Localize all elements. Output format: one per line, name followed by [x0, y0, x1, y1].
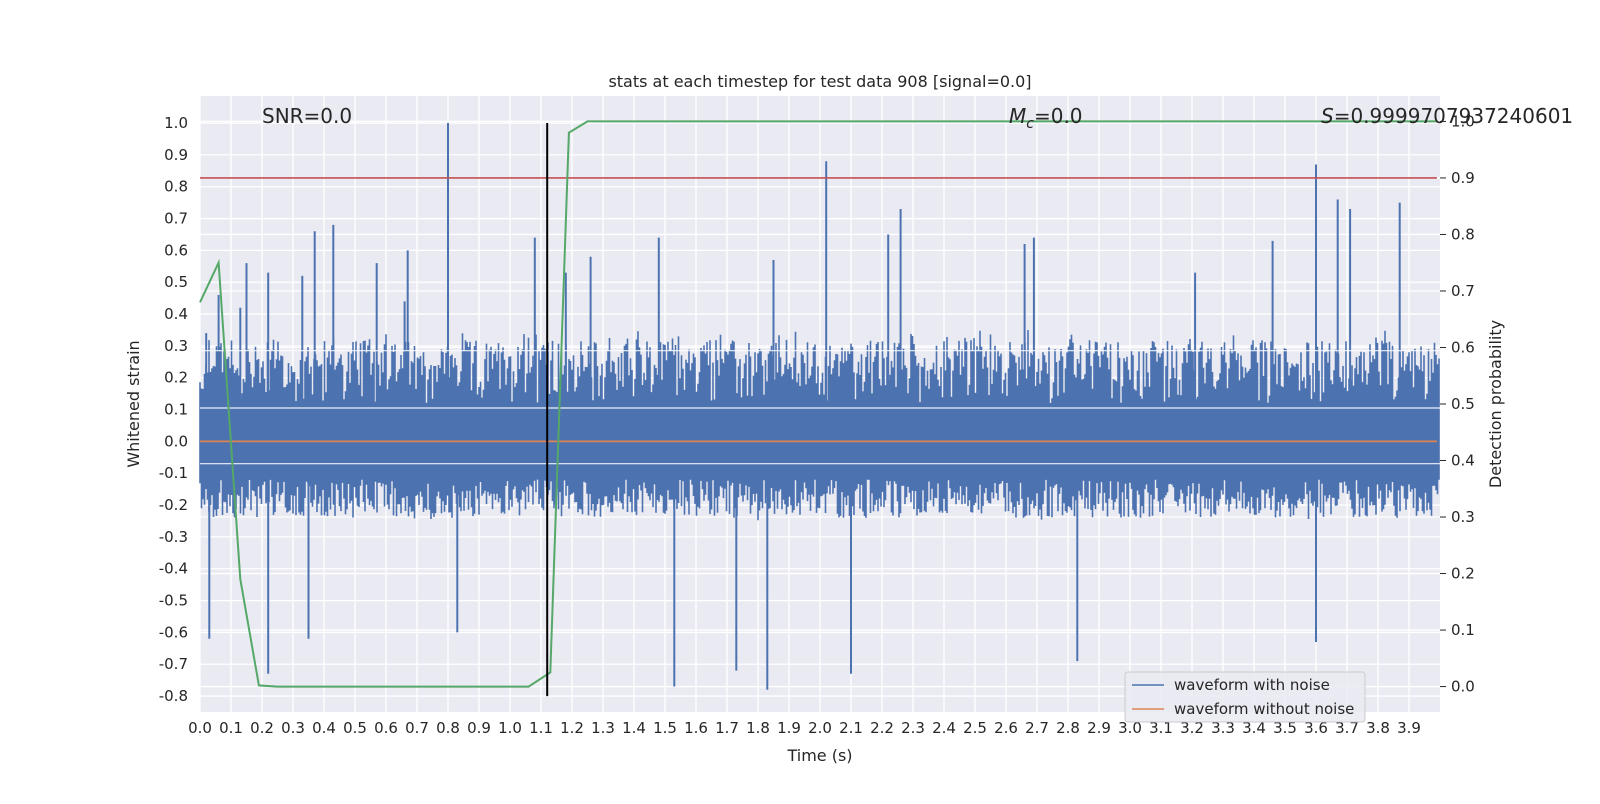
- x-tick-label: 3.7: [1335, 719, 1359, 737]
- y2-tick-label: 0.3: [1451, 508, 1475, 526]
- y-tick-label: -0.7: [159, 655, 188, 673]
- y-tick-label: 0.9: [164, 146, 188, 164]
- x-tick-label: 0.3: [281, 719, 305, 737]
- y-tick-label: 0.2: [164, 369, 188, 387]
- y2-tick-label: 0.2: [1451, 565, 1475, 583]
- chirp-mass-subscript: c: [1026, 116, 1034, 132]
- x-tick-label: 1.0: [498, 719, 522, 737]
- x-tick-label: 0.1: [219, 719, 243, 737]
- legend-label-clean: waveform without noise: [1174, 700, 1354, 718]
- y-tick-label: 0.5: [164, 273, 188, 291]
- y-tick-label: 0.7: [164, 210, 188, 228]
- x-tick-label: 3.9: [1397, 719, 1421, 737]
- x-tick-label: 3.6: [1304, 719, 1328, 737]
- x-tick-label: 2.0: [808, 719, 832, 737]
- y2-axis-label: Detection probability: [1486, 320, 1505, 488]
- score-value: =0.9999707937240601: [1334, 104, 1573, 128]
- chirp-mass-annotation: Mc=0.0: [1009, 104, 1083, 132]
- y-tick-label: 1.0: [164, 114, 188, 132]
- x-tick-label: 1.3: [591, 719, 615, 737]
- y2-tick-label: 1.0: [1451, 112, 1475, 130]
- score-annotation: S=0.9999707937240601: [1321, 104, 1573, 128]
- y-tick-label: -0.3: [159, 528, 188, 546]
- x-tick-label: 2.1: [839, 719, 863, 737]
- y-tick-label: 0.3: [164, 337, 188, 355]
- x-tick-label: 1.5: [653, 719, 677, 737]
- x-tick-label: 2.5: [963, 719, 987, 737]
- y-tick-label: -0.5: [159, 592, 188, 610]
- y2-tick-label: 0.4: [1451, 452, 1475, 470]
- y2-tick-label: 0.8: [1451, 225, 1475, 243]
- x-tick-label: 0.8: [436, 719, 460, 737]
- x-tick-label: 2.3: [901, 719, 925, 737]
- y-tick-label: 0.6: [164, 241, 188, 259]
- x-tick-label: 1.6: [684, 719, 708, 737]
- y2-tick-label: 0.7: [1451, 282, 1475, 300]
- y-tick-label: -0.4: [159, 560, 188, 578]
- chirp-mass-value: =0.0: [1034, 104, 1083, 128]
- x-tick-label: 3.2: [1180, 719, 1204, 737]
- x-tick-label: 1.7: [715, 719, 739, 737]
- x-tick-label: 2.7: [1025, 719, 1049, 737]
- y-tick-label: -0.8: [159, 687, 188, 705]
- x-tick-label: 0.2: [250, 719, 274, 737]
- noise-waveform-series: [199, 123, 1440, 690]
- x-tick-label: 1.9: [777, 719, 801, 737]
- x-tick-label: 2.9: [1087, 719, 1111, 737]
- legend-label-noise: waveform with noise: [1174, 676, 1330, 694]
- y-tick-label: 0.4: [164, 305, 188, 323]
- x-tick-label: 2.2: [870, 719, 894, 737]
- score-symbol: S: [1321, 104, 1334, 128]
- probability-line: [199, 120, 1437, 688]
- y2-tick-label: 0.1: [1451, 621, 1475, 639]
- x-tick-label: 0.0: [188, 719, 212, 737]
- x-tick-label: 0.6: [374, 719, 398, 737]
- x-tick-label: 0.9: [467, 719, 491, 737]
- x-tick-label: 0.4: [312, 719, 336, 737]
- y-tick-label: 0.8: [164, 178, 188, 196]
- y-tick-label: -0.2: [159, 496, 188, 514]
- y2-tick-label: 0.9: [1451, 169, 1475, 187]
- y-axis-label: Whitened strain: [124, 340, 143, 467]
- x-tick-label: 3.3: [1211, 719, 1235, 737]
- x-tick-label: 3.1: [1149, 719, 1173, 737]
- y2-tick-label: 0.0: [1451, 678, 1475, 696]
- y-tick-label: 0.1: [164, 401, 188, 419]
- y-tick-label: 0.0: [164, 432, 188, 450]
- axis-tick-labels: 0.0 0.1 0.2 0.3 0.4 0.5 0.6 0.7 0.8 0.9 1.0 1.1 1.2 1…: [159, 112, 1475, 737]
- x-tick-label: 2.8: [1056, 719, 1080, 737]
- x-tick-label: 0.7: [405, 719, 429, 737]
- x-axis-label: Time (s): [786, 746, 852, 765]
- x-tick-label: 3.4: [1242, 719, 1266, 737]
- y-tick-label: -0.1: [159, 464, 188, 482]
- legend-box: [1124, 671, 1366, 723]
- x-tick-label: 1.8: [746, 719, 770, 737]
- y2-tick-label: 0.6: [1451, 338, 1475, 356]
- x-tick-label: 2.6: [994, 719, 1018, 737]
- probability-overlay: [199, 120, 1437, 697]
- x-tick-label: 0.5: [343, 719, 367, 737]
- chart-title: stats at each timestep for test data 908…: [608, 72, 1031, 91]
- snr-annotation: SNR=0.0: [262, 104, 352, 128]
- x-tick-label: 1.2: [560, 719, 584, 737]
- y2-tick-label: 0.5: [1451, 395, 1475, 413]
- x-tick-label: 3.5: [1273, 719, 1297, 737]
- x-tick-label: 1.1: [529, 719, 553, 737]
- x-tick-label: 1.4: [622, 719, 646, 737]
- x-tick-label: 3.0: [1118, 719, 1142, 737]
- chirp-mass-symbol: M: [1009, 104, 1026, 128]
- x-tick-label: 3.8: [1366, 719, 1390, 737]
- x-tick-label: 2.4: [932, 719, 956, 737]
- legend: waveform with noise waveform without noi…: [1124, 671, 1366, 723]
- y-tick-label: -0.6: [159, 623, 188, 641]
